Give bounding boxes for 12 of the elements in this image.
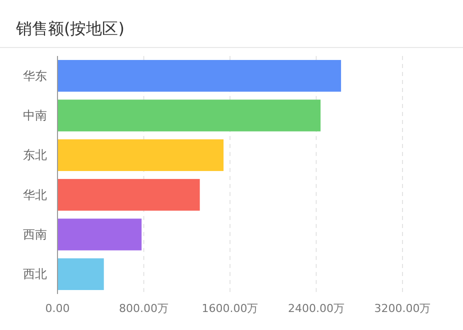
y-tick-label: 西北	[23, 267, 47, 282]
y-tick-label: 西南	[23, 228, 47, 242]
y-tick-label: 华北	[23, 188, 47, 202]
y-tick-label: 东北	[23, 148, 47, 162]
y-tick-label: 华东	[23, 68, 47, 83]
x-tick-label: 3200.00万	[374, 302, 431, 315]
title: 销售额(按地区)	[16, 19, 124, 38]
x-tick-label: 800.00万	[119, 302, 168, 315]
x-tick-label: 0.00	[45, 302, 70, 315]
x-tick-label: 1600.00万	[202, 302, 258, 315]
y-tick-label: 中南	[23, 108, 47, 122]
x-tick-label: 2400.00万	[288, 302, 344, 315]
